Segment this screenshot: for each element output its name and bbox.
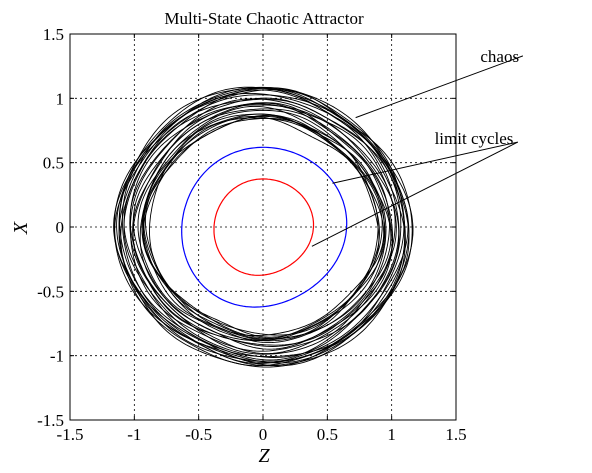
chaos-trajectory-strand <box>141 113 386 342</box>
chaos-trajectory-strand <box>149 116 385 336</box>
red-limit-cycle <box>213 178 315 276</box>
chaos-trajectory-strand <box>132 102 394 347</box>
chaos-trajectory-strand <box>142 115 380 336</box>
x-tick-label: -1 <box>127 425 141 444</box>
annotation-pointer-line <box>311 141 518 247</box>
x-tick-label: 1.5 <box>445 425 466 444</box>
annotation-label: chaos <box>480 47 519 66</box>
y-tick-label: 1 <box>56 89 65 108</box>
x-tick-label: -1.5 <box>57 425 84 444</box>
x-axis-label: Z <box>258 445 270 467</box>
blue-limit-cycle <box>181 146 348 308</box>
annotation-pointer-line <box>332 141 518 184</box>
y-tick-label: -0.5 <box>37 282 64 301</box>
chaos-trajectory-strand <box>132 108 390 350</box>
chaos-trajectory-strand <box>139 105 392 341</box>
chaos-trajectory-strand <box>120 89 406 358</box>
chaos-trajectory-strand <box>123 98 402 361</box>
y-tick-label: -1 <box>50 347 64 366</box>
x-tick-label: 0 <box>259 425 268 444</box>
y-tick-label: 0 <box>56 218 65 237</box>
y-tick-label: 0.5 <box>43 154 64 173</box>
x-tick-label: 0.5 <box>317 425 338 444</box>
chart-title: Multi-State Chaotic Attractor <box>164 9 364 28</box>
data-layer <box>113 86 414 368</box>
annotation-label: limit cycles <box>435 129 514 148</box>
chaos-trajectory-strand <box>129 98 400 352</box>
x-tick-label: -0.5 <box>185 425 212 444</box>
y-axis-label: X <box>10 221 32 235</box>
tick-layer: -1.5 -1 -0.5 0 0.5 1 1.5 -1.5 -1 -0.5 0 0.5 1 1.5 <box>37 25 467 444</box>
chaos-trajectory-strand <box>113 86 410 366</box>
chaos-trajectory-strand <box>116 87 413 368</box>
chaos-trajectory-strand <box>113 89 406 367</box>
x-tick-label: 1 <box>387 425 396 444</box>
chaos-trajectory-strand <box>129 103 397 355</box>
chaos-trajectory-strand <box>114 87 406 364</box>
y-tick-label: 1.5 <box>43 25 64 44</box>
y-tick-label: -1.5 <box>37 411 64 430</box>
annotation-layer: chaos limit cycles <box>311 47 524 247</box>
annotation-pointer-line <box>355 55 524 119</box>
